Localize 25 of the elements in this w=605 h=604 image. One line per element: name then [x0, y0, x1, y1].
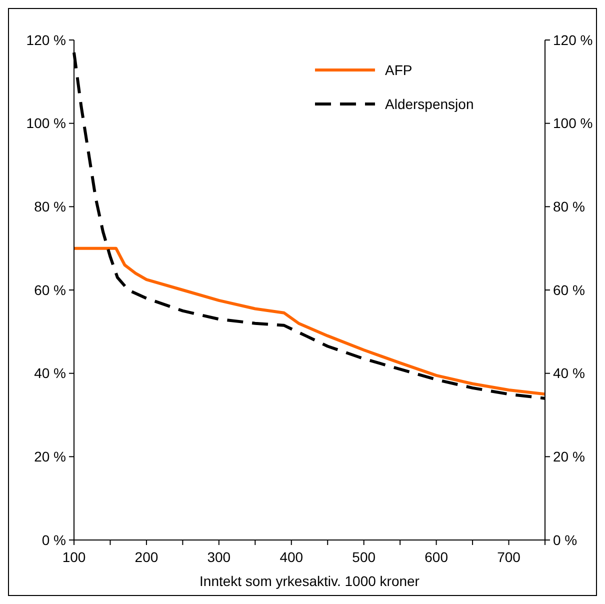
- y-tick-label: 100 %: [26, 115, 66, 132]
- x-tick-label: 100: [62, 549, 86, 565]
- y-tick-label: 0 %: [42, 532, 66, 548]
- x-tick-label: 200: [134, 549, 158, 565]
- y2-tick-label: 80 %: [553, 198, 585, 215]
- y2-tick-label: 120 %: [553, 32, 593, 48]
- y-tick-label: 40 %: [34, 365, 66, 382]
- legend-label: Alderspensjon: [385, 96, 474, 112]
- y-tick-label: 20 %: [34, 448, 66, 465]
- y2-tick-label: 20 %: [553, 448, 585, 465]
- x-tick-label: 600: [424, 549, 448, 565]
- line-series: [72, 246, 546, 396]
- y2-tick-label: 40 %: [553, 365, 585, 382]
- x-tick-label: 700: [497, 549, 521, 565]
- y2-tick-label: 0 %: [553, 532, 578, 548]
- x-tick-label: 500: [352, 549, 376, 565]
- y-tick-label: 60 %: [34, 282, 66, 298]
- y-tick-label: 80 %: [34, 198, 66, 215]
- x-tick-label: 300: [207, 549, 231, 565]
- y2-tick-label: 100 %: [553, 115, 593, 132]
- x-axis-title: Inntekt som yrkesaktiv. 1000 kroner: [200, 573, 420, 589]
- y-tick-label: 120 %: [26, 32, 66, 48]
- legend-label: AFP: [385, 62, 412, 78]
- x-tick-label: 400: [280, 549, 304, 565]
- y2-tick-label: 60 %: [553, 282, 585, 298]
